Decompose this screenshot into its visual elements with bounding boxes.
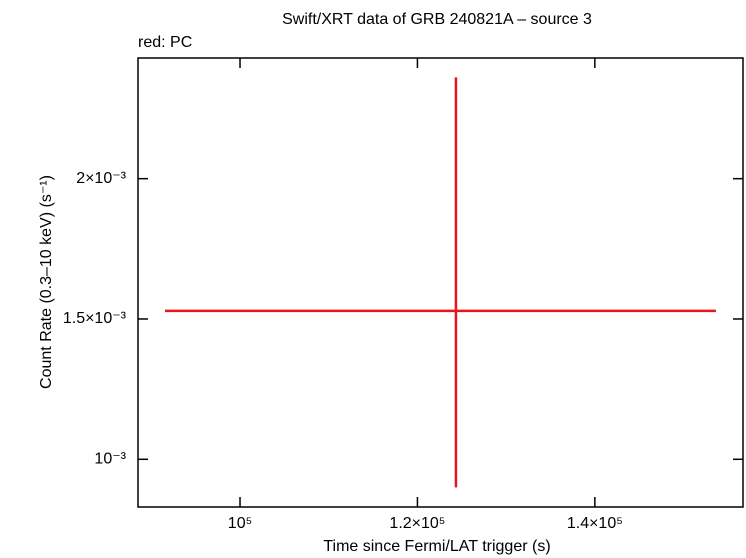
x-tick-label: 10⁵ <box>228 515 252 532</box>
chart-title: Swift/XRT data of GRB 240821A – source 3 <box>282 11 592 28</box>
x-tick-label: 1.4×10⁵ <box>567 515 623 532</box>
y-tick-label: 2×10⁻³ <box>76 170 126 187</box>
plot-frame <box>137 57 744 508</box>
y-tick-label: 10⁻³ <box>94 451 126 468</box>
chart-subtitle: red: PC <box>138 34 192 51</box>
x-axis-label: Time since Fermi/LAT trigger (s) <box>323 538 550 555</box>
y-axis-label: Count Rate (0.3–10 keV) (s⁻¹) <box>38 175 55 389</box>
x-tick-label: 1.2×10⁵ <box>389 515 445 532</box>
y-tick-label: 1.5×10⁻³ <box>63 310 127 327</box>
